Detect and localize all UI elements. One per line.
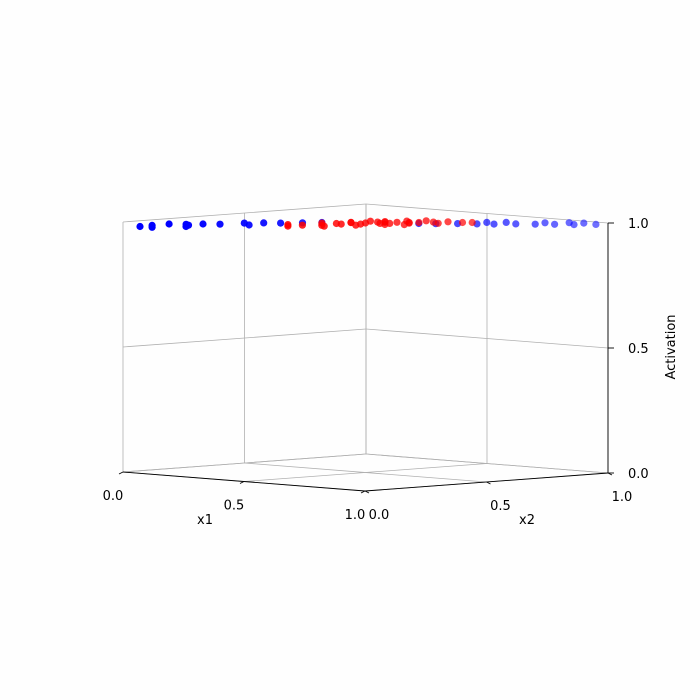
data-point [245,221,253,229]
x-tick-mark [360,490,366,494]
y-tick-mark [364,490,370,494]
z-axis-label: Activation [664,314,679,379]
data-points [136,217,600,231]
data-point [434,219,442,227]
data-point [541,219,549,227]
data-point [337,220,345,228]
y-tick-label: 1.0 [612,490,633,505]
data-point [580,219,588,227]
axes [118,222,614,494]
data-point [165,220,173,228]
data-point [551,220,559,228]
data-point [490,220,498,228]
data-point [483,218,491,226]
z-tick-label: 0.5 [628,342,649,357]
data-point [393,218,401,226]
data-point [182,222,190,231]
x-tick-label: 0.0 [103,489,124,504]
data-point [400,221,408,229]
data-point [277,219,285,227]
x-tick-mark [118,471,124,475]
data-point [199,220,207,228]
data-point [415,218,423,227]
data-point [458,218,467,227]
data-point [502,218,510,226]
x-axis-label: x1 [197,513,213,528]
x-tick-label: 0.5 [224,499,245,514]
data-point [148,223,156,231]
data-point [570,221,578,229]
z-tick-label: 1.0 [628,217,649,232]
data-point [298,221,306,229]
data-point [284,222,292,230]
x-tick-label: 1.0 [345,508,366,523]
data-point [260,219,268,227]
data-point [444,218,452,226]
y-tick-mark [486,481,491,485]
wall-grid-line [122,203,367,223]
data-point [352,221,360,229]
data-point [216,220,224,228]
axis-labels: x1 x2 Activation 0.00.51.0 0.00.51.00.00.… [103,217,679,528]
grid-panes [122,203,609,492]
data-point [512,220,520,228]
data-point [320,222,328,230]
data-point [381,220,389,229]
x-tick-mark [239,481,245,484]
data-point [531,220,539,228]
y-tick-label: 0.0 [369,508,390,523]
y-tick-label: 0.5 [490,499,511,514]
floor-grid-line [244,462,487,483]
y-axis-label: x2 [519,513,535,528]
data-point [422,217,430,225]
data-point [136,222,144,231]
z-tick-label: 0.0 [628,467,649,482]
data-point [468,218,476,227]
data-point [592,220,600,228]
